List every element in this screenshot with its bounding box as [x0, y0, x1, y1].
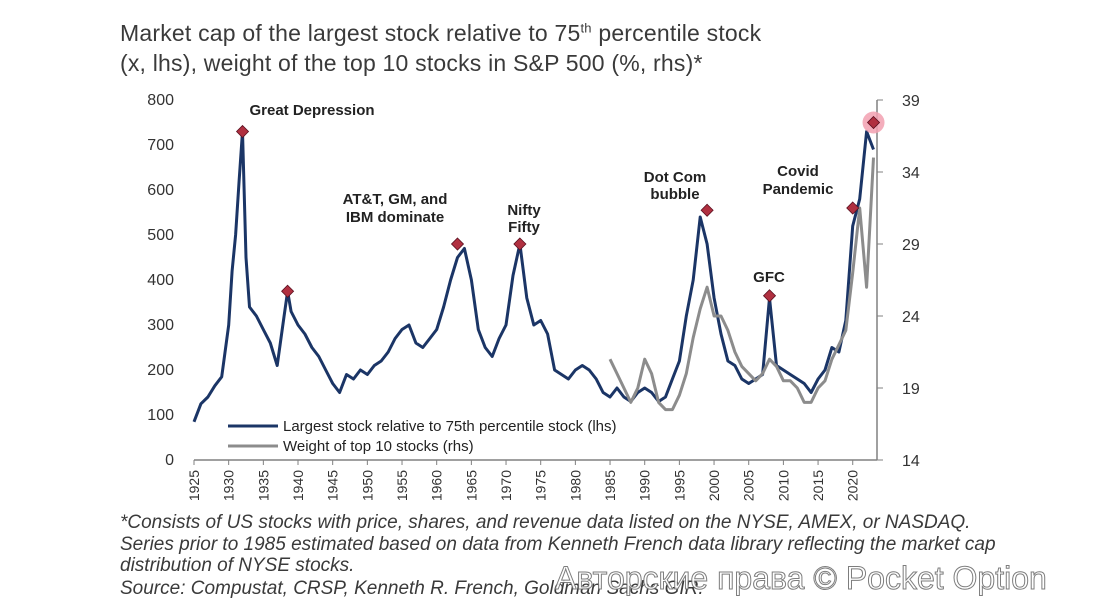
y-right-tick-label: 14: [902, 453, 920, 470]
x-tick-label: 1965: [463, 470, 479, 501]
event-label-line-2: Fifty: [508, 219, 540, 236]
x-tick-label: 1980: [567, 470, 583, 501]
x-tick-label: 1940: [290, 470, 306, 501]
x-tick-label: 2005: [741, 470, 757, 501]
title-line-1-post: percentile stock: [591, 20, 762, 46]
x-tick-label: 1925: [186, 470, 202, 501]
y-right-tick-label: 24: [902, 309, 920, 326]
x-tick-label: 2000: [706, 470, 722, 501]
event-label: GFC: [753, 269, 785, 286]
y-left-tick-label: 500: [147, 227, 174, 244]
event-label: Dot Com: [644, 169, 707, 186]
event-label: Covid: [777, 163, 819, 180]
event-label-line-2: IBM dominate: [346, 209, 444, 226]
event-label: Great Depression: [249, 102, 374, 119]
y-left-tick-label: 600: [147, 182, 174, 199]
x-tick-label: 1990: [637, 470, 653, 501]
event-label: AT&T, GM, and: [343, 191, 448, 208]
x-tick-label: 1975: [533, 470, 549, 501]
x-tick-label: 2015: [810, 470, 826, 501]
y-left-tick-label: 0: [165, 452, 174, 469]
legend-label-largest-stock: Largest stock relative to 75th percentil…: [283, 418, 617, 435]
y-left-tick-label: 700: [147, 137, 174, 154]
title-line-1-pre: Market cap of the largest stock relative…: [120, 20, 581, 46]
x-tick-label: 1930: [221, 470, 237, 501]
y-left-tick-label: 800: [147, 92, 174, 109]
y-right-tick-label: 29: [902, 237, 920, 254]
chart-title-line-1: Market cap of the largest stock relative…: [120, 20, 761, 47]
y-left-tick-label: 200: [147, 362, 174, 379]
x-tick-label: 1995: [671, 470, 687, 501]
watermark: Авторские права © Pocket Option: [555, 560, 1048, 597]
footnote: *Consists of US stocks with price, share…: [120, 512, 996, 576]
x-tick-label: 1945: [325, 470, 341, 501]
legend-label-top10-weight: Weight of top 10 stocks (rhs): [283, 438, 474, 455]
event-marker: [700, 203, 714, 217]
event-marker: [513, 237, 527, 251]
y-left-tick-label: 100: [147, 407, 174, 424]
series-top10-weight-line: [608, 157, 875, 412]
x-tick-label: 1970: [498, 470, 514, 501]
y-right-tick-label: 19: [902, 381, 920, 398]
x-tick-label: 1950: [359, 470, 375, 501]
x-tick-label: 1955: [394, 470, 410, 501]
event-marker: [846, 201, 860, 215]
x-tick-label: 1960: [429, 470, 445, 501]
chart-title-line-2: (x, lhs), weight of the top 10 stocks in…: [120, 50, 703, 76]
event-label-line-2: bubble: [650, 186, 699, 203]
event-label-line-2: Pandemic: [763, 181, 834, 198]
x-tick-label: 1935: [255, 470, 271, 501]
event-label: Nifty: [507, 202, 541, 219]
x-tick-label: 1985: [602, 470, 618, 501]
title-line-1-sup: th: [580, 20, 592, 36]
source-note: Source: Compustat, CRSP, Kenneth R. Fren…: [120, 578, 704, 599]
event-marker: [235, 124, 250, 139]
y-left-tick-label: 300: [147, 317, 174, 334]
y-left-tick-label: 400: [147, 272, 174, 289]
event-marker: [866, 115, 881, 130]
event-marker: [450, 237, 465, 251]
y-right-tick-label: 39: [902, 93, 920, 110]
x-tick-label: 2010: [775, 470, 791, 501]
event-marker: [281, 284, 295, 298]
x-tick-label: 2020: [845, 470, 861, 501]
y-right-tick-label: 34: [902, 165, 920, 182]
event-marker: [762, 289, 777, 303]
